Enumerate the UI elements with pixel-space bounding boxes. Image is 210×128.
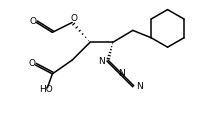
Text: N: N [136,82,143,91]
Text: N: N [118,69,125,78]
Text: O: O [71,14,78,23]
Text: N: N [98,57,104,66]
Text: HO: HO [39,85,53,94]
Text: O: O [30,17,37,26]
Text: O: O [29,58,36,67]
